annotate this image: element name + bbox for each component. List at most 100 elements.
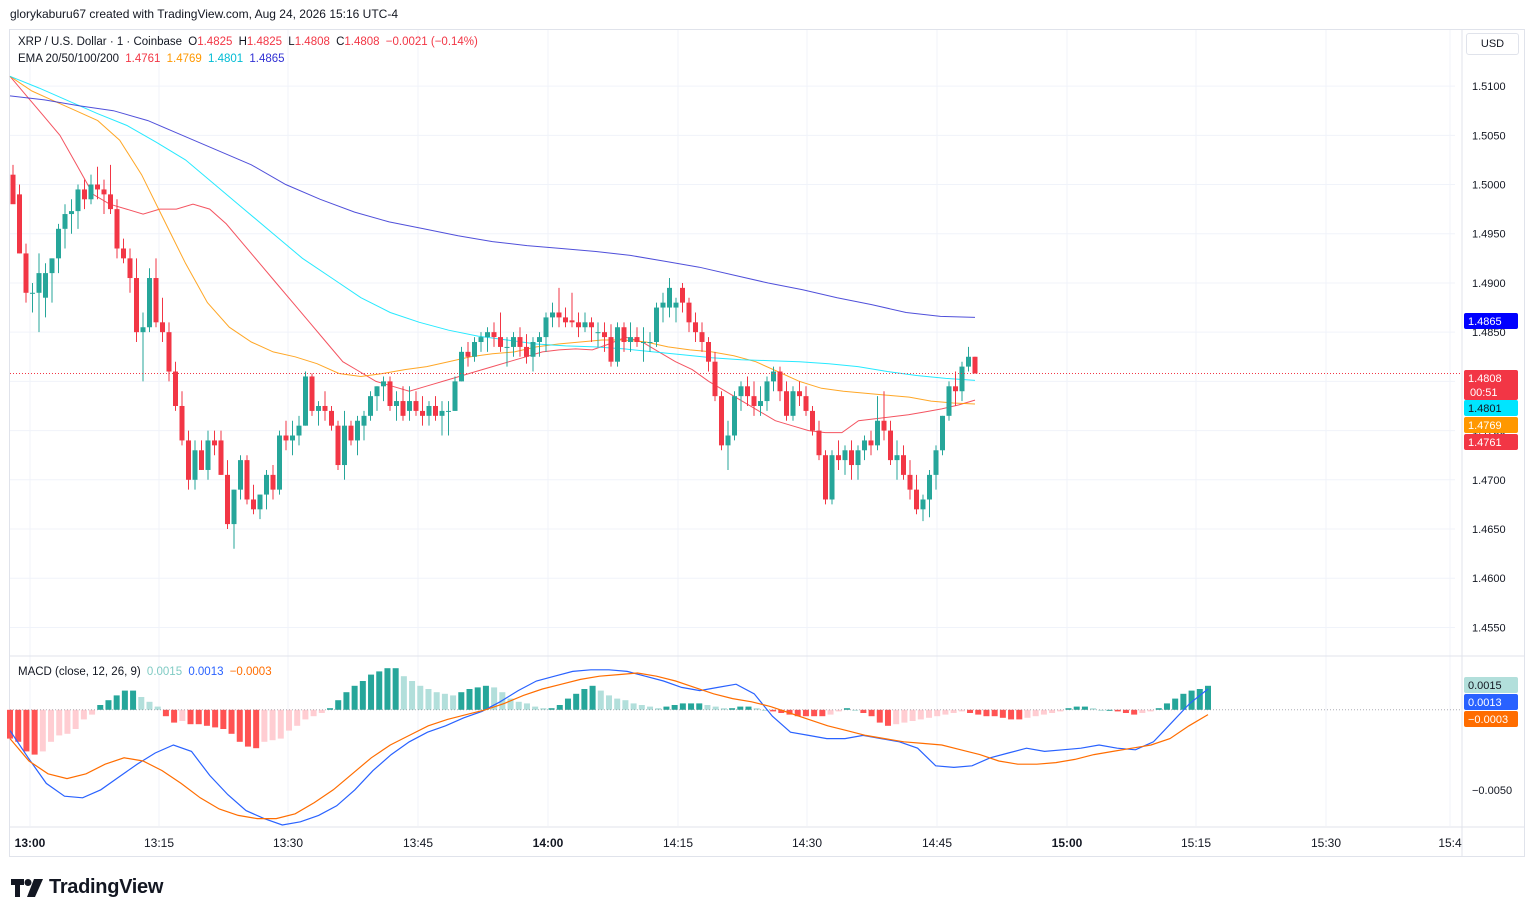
macd-histogram-bar [638,705,645,710]
macd-histogram-bar [696,703,703,710]
macd-histogram-bar [97,705,104,710]
price-label-text: 1.4801 [1468,403,1502,415]
candle [212,430,217,456]
candle-body [316,405,321,411]
macd-histogram-bar [23,709,30,752]
macd-histogram-bar [7,709,13,739]
candle [771,366,776,392]
price-tick-label: 1.4600 [1472,573,1506,585]
candle-body [524,346,529,357]
candle-body [485,332,490,338]
candle-body [127,258,133,279]
macd-label-box [1464,711,1518,727]
macd-histogram-bar [482,685,489,710]
candle [134,258,139,343]
candle-body [914,489,919,510]
candle [374,386,380,411]
symbol-name[interactable]: XRP / U.S. Dollar · 1 · Coinbase [18,36,183,48]
candle-body [810,410,815,431]
symbol-legend[interactable]: XRP / U.S. Dollar · 1 · Coinbase O1.4825… [18,36,481,48]
candle [446,401,451,436]
candle [153,258,159,328]
candle [751,381,757,416]
candle-body [894,455,900,461]
candle-body [504,346,510,348]
candle-body [121,248,126,259]
macd-histogram-bar [868,709,875,717]
ema-name[interactable]: EMA 20/50/100/200 [18,53,120,65]
candle [199,440,204,470]
candle-body [920,499,926,510]
candle-body [543,317,549,338]
candle [764,376,770,411]
macd-tick-label: −0.0050 [1472,785,1512,797]
candle [823,450,828,505]
price-label-text: 1.4769 [1468,420,1502,432]
candle [543,312,549,352]
candle [719,391,724,451]
candle-body [335,425,341,466]
macd-histogram-bar [1032,709,1039,717]
macd-histogram-bar [794,709,801,717]
macd-histogram-bar [244,709,251,747]
candle [82,179,87,210]
candle-body [101,189,107,195]
tradingview-logo-icon [11,878,43,897]
macd-histogram-bar [417,685,424,710]
candle [803,386,809,416]
candle-body [550,312,555,318]
macd-legend[interactable]: MACD (close, 12, 26, 9) 0.0015 0.0013 −0… [18,666,275,678]
candle-body [368,396,373,416]
macd-histogram-bar [786,709,793,715]
price-label-text: 1.4761 [1468,437,1502,449]
macd-histogram-bar [343,692,350,710]
macd-histogram-bar [1016,709,1023,720]
candle-body [641,342,646,344]
candle [816,420,822,461]
macd-histogram-bar [1090,708,1097,710]
candle-body [498,337,503,347]
candle-body [660,302,666,308]
candle-body [43,273,48,298]
tradingview-logo[interactable]: TradingView [11,876,163,899]
candle [69,199,74,234]
macd-histogram-bar [195,709,202,725]
price-tick-label: 1.5000 [1472,180,1506,192]
low-value: 1.4808 [294,36,330,48]
macd-histogram-bar [819,709,826,717]
candle-body [134,278,139,333]
macd-label-text: −0.0003 [1468,714,1508,726]
macd-histogram-bar [745,706,752,710]
candle [485,327,490,352]
candle [465,342,471,367]
macd-histogram-bar [712,706,719,710]
price-label-box [1464,400,1518,416]
macd-histogram-bar [893,709,900,725]
candle-body [433,405,438,416]
candle [257,494,263,520]
change-value: −0.0021 (−0.14%) [385,36,478,48]
candle [355,415,360,456]
candle [959,361,965,402]
candle-body [270,474,276,490]
candle [108,164,113,215]
macd-signal-line [9,672,1209,820]
candle-body [166,332,172,372]
ema-legend[interactable]: EMA 20/50/100/200 1.4761 1.4769 1.4801 1… [18,53,288,65]
macd-histogram-bar [310,709,317,717]
macd-name[interactable]: MACD (close, 12, 26, 9) [18,666,141,678]
candle-body [634,337,640,343]
candle-body [745,386,750,397]
time-tick-label: 15:30 [1311,836,1341,850]
macd-pane [7,668,1462,826]
candle-body [829,455,835,500]
currency-button[interactable]: USD [1466,33,1519,55]
price-tick-label: 1.4900 [1472,278,1506,290]
candle-body [62,214,68,229]
ema50-value: 1.4769 [166,53,202,65]
price-tick-label: 1.4850 [1472,327,1506,339]
candle-body [888,430,893,461]
macd-histogram-bar [89,709,96,715]
macd-histogram-bar [458,692,465,710]
